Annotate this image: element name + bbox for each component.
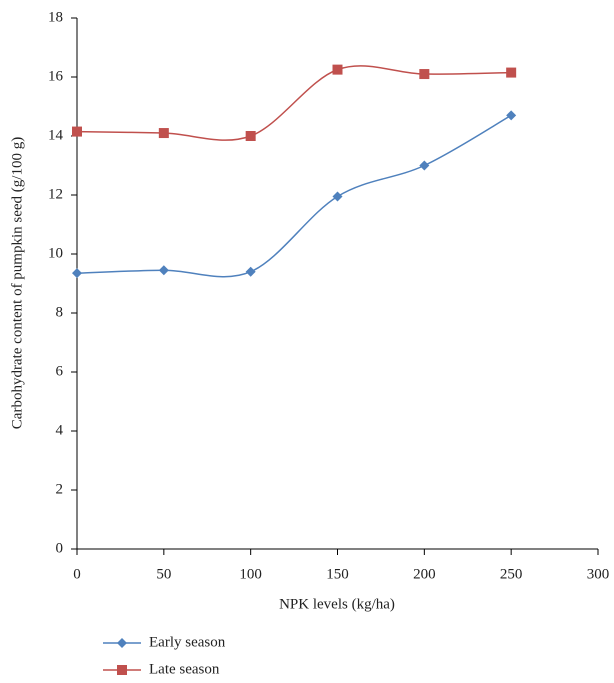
series-line xyxy=(76,114,512,278)
y-axis-label: Carbohydrate content of pumpkin seed (g/… xyxy=(9,137,25,429)
x-tick-label: 50 xyxy=(156,566,171,582)
y-tick-label: 18 xyxy=(48,9,63,25)
data-point xyxy=(158,128,169,139)
x-tick-label: 300 xyxy=(587,566,610,582)
data-point xyxy=(158,265,169,276)
y-tick-label: 4 xyxy=(56,422,64,438)
x-tick-label: 150 xyxy=(326,566,349,582)
y-tick-label: 10 xyxy=(48,245,63,261)
data-point xyxy=(419,160,430,171)
data-point xyxy=(245,131,256,141)
x-tick-label: 200 xyxy=(413,566,436,582)
y-tick-label: 16 xyxy=(48,68,64,84)
x-axis-label: NPK levels (kg/ha) xyxy=(279,596,395,612)
y-tick-label: 12 xyxy=(48,186,63,202)
legend-marker xyxy=(117,665,127,675)
x-tick-label: 250 xyxy=(500,566,523,582)
x-tick-label: 100 xyxy=(239,566,262,582)
series-line xyxy=(76,65,512,141)
y-tick-label: 6 xyxy=(56,363,64,379)
data-point xyxy=(72,268,82,279)
data-point xyxy=(245,266,256,277)
data-point xyxy=(419,69,430,80)
y-tick-label: 0 xyxy=(56,540,64,556)
y-tick-label: 14 xyxy=(48,127,64,143)
y-tick-label: 2 xyxy=(56,481,64,497)
legend-label: Early season xyxy=(149,634,226,650)
data-point xyxy=(72,126,82,137)
data-point xyxy=(506,67,517,78)
data-point xyxy=(332,64,343,75)
legend-marker xyxy=(117,638,127,648)
data-point xyxy=(332,191,343,202)
data-point xyxy=(506,110,517,121)
x-tick-label: 0 xyxy=(73,566,81,582)
legend-label: Late season xyxy=(149,661,220,677)
y-tick-label: 8 xyxy=(56,304,64,320)
